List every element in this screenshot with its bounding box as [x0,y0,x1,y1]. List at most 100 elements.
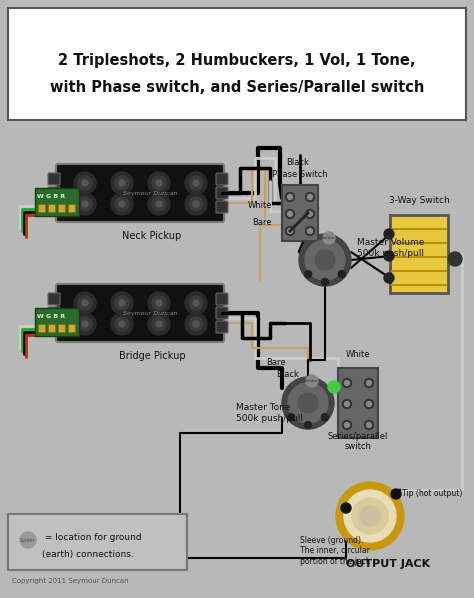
Circle shape [193,180,199,186]
Bar [35,188,79,216]
FancyBboxPatch shape [48,293,60,305]
Circle shape [82,201,88,207]
Circle shape [288,194,292,200]
Circle shape [189,197,203,211]
Text: = location for ground: = location for ground [42,533,142,542]
Circle shape [288,228,292,233]
FancyBboxPatch shape [48,201,60,213]
Circle shape [78,296,92,310]
Text: White: White [346,350,370,359]
FancyBboxPatch shape [48,321,60,333]
Bar [68,204,75,212]
Circle shape [336,482,404,550]
FancyBboxPatch shape [216,187,228,199]
Circle shape [285,209,294,218]
Circle shape [193,201,199,207]
Circle shape [282,377,334,429]
Circle shape [323,232,335,244]
Circle shape [156,201,162,207]
Circle shape [306,375,318,387]
Bar [68,324,75,332]
Circle shape [152,176,166,190]
Circle shape [306,193,315,202]
Circle shape [82,300,88,306]
FancyBboxPatch shape [48,187,60,199]
Text: Solder: Solder [305,379,319,383]
Text: Sleeve (ground).
The inner, circular
portion of the jack: Sleeve (ground). The inner, circular por… [300,536,370,566]
Text: Seymour Duncan: Seymour Duncan [123,191,177,196]
Circle shape [288,212,292,216]
Bar [390,215,448,293]
FancyBboxPatch shape [48,307,60,319]
Text: Bridge Pickup: Bridge Pickup [118,351,185,361]
Circle shape [288,383,328,423]
Bar [38,204,45,212]
Circle shape [345,401,349,407]
Circle shape [119,180,125,186]
Circle shape [305,240,345,280]
Circle shape [74,292,96,314]
Circle shape [82,321,88,327]
Text: Series/parallel
switch: Series/parallel switch [328,432,388,451]
Circle shape [189,317,203,331]
Circle shape [74,172,96,194]
Circle shape [111,193,133,215]
Circle shape [115,176,129,190]
Circle shape [306,209,315,218]
Circle shape [82,180,88,186]
FancyBboxPatch shape [8,8,466,120]
FancyBboxPatch shape [8,514,187,570]
Text: Master Tone
500k push/pull: Master Tone 500k push/pull [236,403,303,423]
FancyBboxPatch shape [216,201,228,213]
Text: OUTPUT JACK: OUTPUT JACK [346,559,430,569]
Circle shape [321,414,328,420]
Circle shape [306,227,315,236]
Bar [282,185,318,241]
Circle shape [343,379,352,388]
Text: with Phase switch, and Series/Parallel switch: with Phase switch, and Series/Parallel s… [50,81,424,96]
Bar [58,204,65,212]
Circle shape [119,321,125,327]
Circle shape [115,317,129,331]
Circle shape [384,251,394,261]
Circle shape [366,423,372,428]
Bar [35,308,79,336]
FancyBboxPatch shape [216,307,228,319]
Circle shape [148,292,170,314]
Text: Solder: Solder [322,236,336,240]
Circle shape [115,197,129,211]
Circle shape [308,194,312,200]
Text: Neck Pickup: Neck Pickup [122,231,182,241]
Circle shape [78,197,92,211]
Circle shape [288,414,295,420]
Circle shape [119,300,125,306]
Circle shape [111,172,133,194]
Circle shape [185,292,207,314]
Circle shape [193,321,199,327]
Circle shape [344,490,396,542]
Text: Bare: Bare [252,218,272,227]
Circle shape [285,227,294,236]
Circle shape [341,503,351,513]
Circle shape [298,393,318,413]
Circle shape [20,532,36,548]
Text: W G B R: W G B R [37,315,65,319]
FancyBboxPatch shape [48,173,60,185]
Circle shape [152,296,166,310]
Circle shape [308,228,312,233]
Circle shape [360,506,380,526]
Circle shape [111,292,133,314]
Text: Phase Switch: Phase Switch [272,170,328,179]
Text: Black: Black [287,158,310,167]
Circle shape [193,300,199,306]
Circle shape [74,313,96,335]
Text: Bare: Bare [266,358,286,367]
Circle shape [152,317,166,331]
FancyBboxPatch shape [56,164,224,222]
Bar [38,324,45,332]
FancyBboxPatch shape [216,293,228,305]
Circle shape [185,193,207,215]
Circle shape [189,296,203,310]
Text: (earth) connections.: (earth) connections. [42,550,134,559]
Circle shape [285,193,294,202]
